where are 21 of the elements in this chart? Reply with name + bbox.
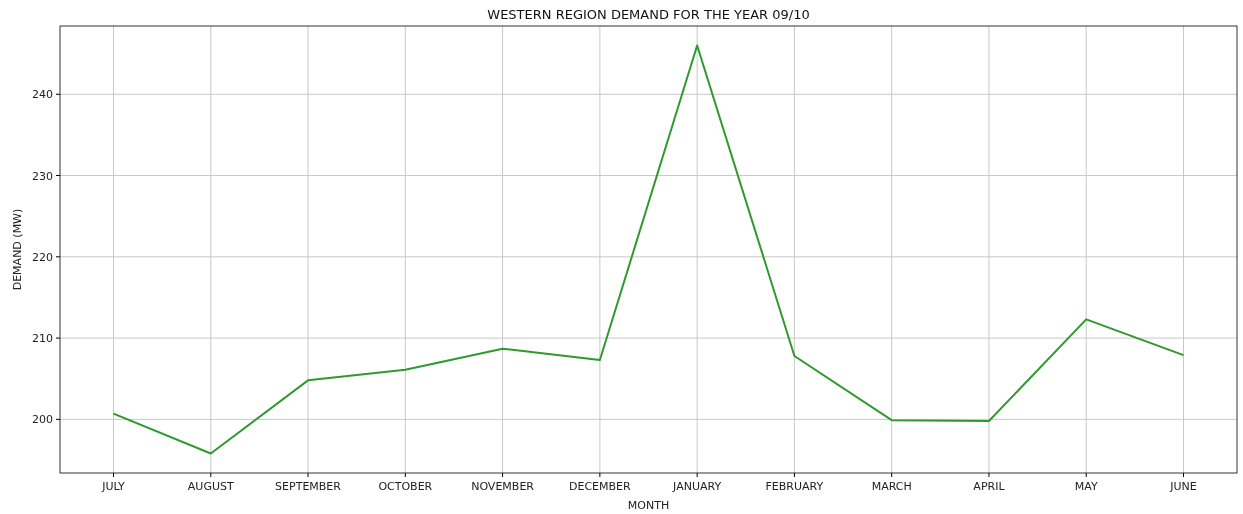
x-tick-label: APRIL [973, 480, 1006, 493]
x-tick-label: SEPTEMBER [275, 480, 342, 493]
y-tick-label: 230 [32, 169, 53, 183]
line-series [112, 44, 1185, 455]
x-tick-label: AUGUST [187, 480, 234, 493]
x-axis-title: MONTH [627, 499, 670, 512]
y-tick-label: 220 [32, 250, 53, 264]
x-tick-label: DECEMBER [569, 480, 632, 493]
x-tick-label: MAY [1074, 480, 1098, 493]
y-tick-label: 240 [32, 88, 53, 102]
x-tick-label: NOVEMBER [471, 480, 535, 493]
y-tick-label: 200 [32, 413, 53, 427]
x-tick-label: JULY [101, 480, 126, 493]
x-tick-label: JANUARY [672, 480, 722, 493]
x-tick-label: JUNE [1169, 480, 1197, 493]
y-axis-title: DEMAND (MW) [11, 208, 24, 291]
x-tick-label: MARCH [871, 480, 912, 493]
y-tick-label: 210 [32, 332, 53, 346]
chart-title: WESTERN REGION DEMAND FOR THE YEAR 09/10 [487, 7, 810, 22]
x-tick-label: FEBRUARY [765, 480, 824, 493]
x-tick-label: OCTOBER [378, 480, 433, 493]
